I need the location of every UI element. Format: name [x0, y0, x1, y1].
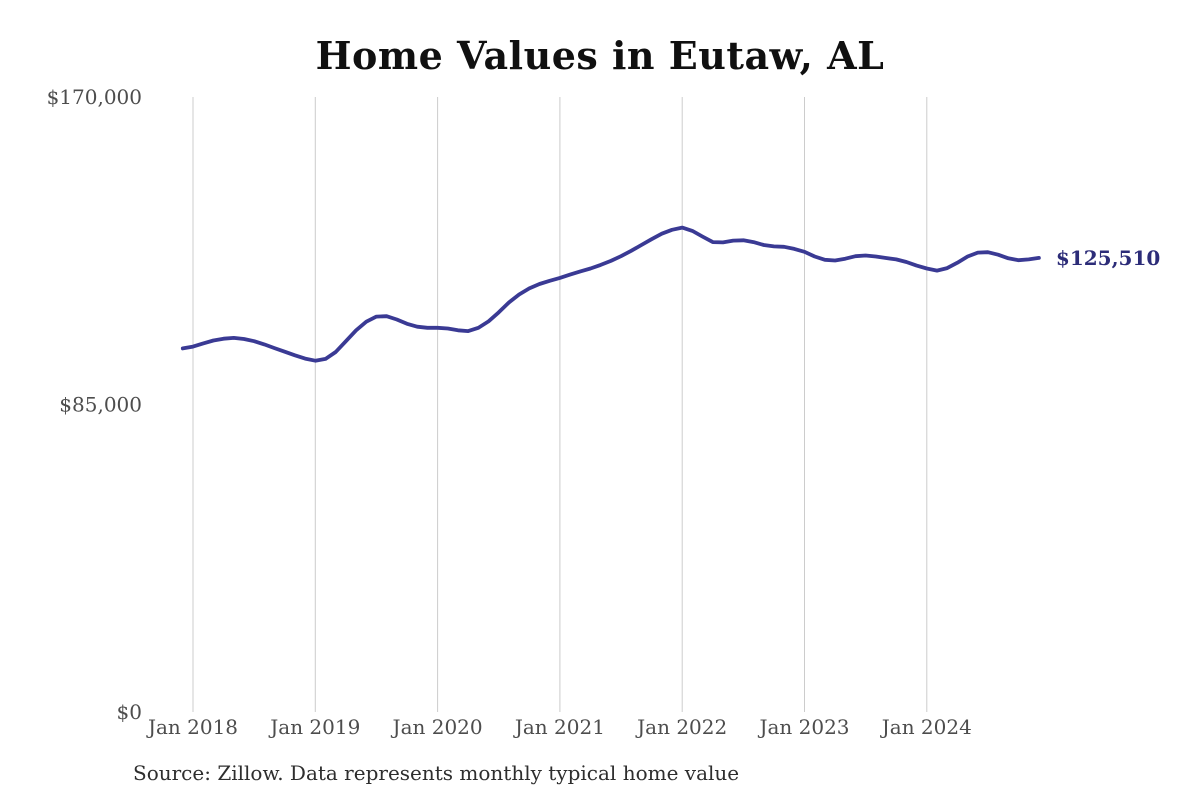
x-axis-tick-label: Jan 2024	[880, 715, 972, 739]
x-axis-tick-label: Jan 2021	[513, 715, 605, 739]
source-note: Source: Zillow. Data represents monthly …	[133, 761, 740, 785]
vertical-gridlines	[192, 97, 928, 712]
x-axis-tick-label: Jan 2020	[391, 715, 483, 739]
x-axis-tick-label: Jan 2018	[146, 715, 238, 739]
y-axis-tick-label: $170,000	[47, 85, 142, 109]
y-axis-tick-labels: $170,000 $85,000 $0	[47, 85, 142, 724]
x-axis-tick-label: Jan 2023	[757, 715, 849, 739]
home-value-line-series	[180, 225, 1041, 363]
latest-value-label: $125,510	[1056, 246, 1160, 270]
x-axis-tick-label: Jan 2019	[268, 715, 360, 739]
y-axis-tick-label: $0	[117, 700, 142, 724]
chart-title: Home Values in Eutaw, AL	[315, 33, 885, 78]
x-axis-tick-labels: Jan 2018 Jan 2019 Jan 2020 Jan 2021 Jan 2022…	[146, 715, 972, 739]
x-axis-tick-label: Jan 2022	[635, 715, 727, 739]
y-axis-tick-label: $85,000	[59, 393, 142, 417]
